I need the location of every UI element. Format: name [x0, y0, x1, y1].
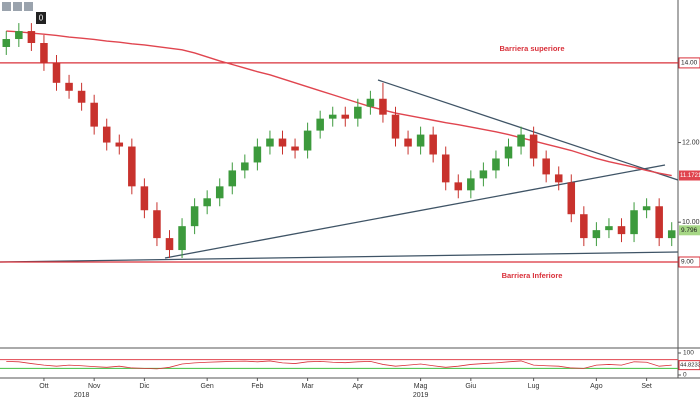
barrier-name: Barriera superiore — [499, 44, 564, 53]
rsi-tick-label: 100 — [683, 350, 694, 357]
x-tick-label: Lug — [528, 383, 540, 390]
candle-body — [642, 206, 651, 211]
candle-body — [567, 182, 576, 215]
candle-body — [140, 186, 149, 211]
candle-body — [253, 146, 262, 163]
candle-body — [341, 114, 350, 119]
barrier-tag-label: 14.00 — [681, 60, 698, 67]
candle-body — [241, 162, 249, 171]
x-tick-label: Feb — [251, 383, 263, 390]
x-tick-label: Mar — [302, 383, 315, 390]
candle-body — [542, 158, 550, 175]
candle-body — [278, 138, 287, 147]
last-price-tag — [679, 225, 700, 236]
candle-body — [291, 146, 299, 151]
tool-icon[interactable] — [2, 2, 11, 11]
candle-body — [128, 146, 136, 187]
candle-body — [354, 106, 362, 119]
x-tick-label: Ago — [590, 383, 603, 390]
candle-body — [655, 206, 663, 239]
candle-body — [630, 210, 638, 235]
barrier-tag — [678, 57, 700, 69]
candle-body — [2, 39, 11, 47]
candle-body — [316, 118, 324, 131]
candle-body — [52, 62, 61, 83]
year-label: 2019 — [413, 392, 429, 399]
toolbar: 0 — [2, 2, 46, 24]
last-price-label: 9.796 — [681, 227, 698, 234]
trendline — [164, 164, 666, 259]
ma-tag-label: 11.1721 — [680, 173, 700, 179]
x-tick-label: Nov — [88, 383, 101, 390]
barrier-tag — [678, 256, 700, 268]
x-tick-label: Ott — [39, 383, 48, 390]
barrier-name: Barriera Inferiore — [502, 271, 563, 280]
candle-body — [379, 98, 387, 115]
tool-icon[interactable] — [24, 2, 33, 11]
x-tick-label: Dic — [139, 383, 150, 390]
candle-body — [178, 226, 186, 251]
rsi-tag-label: 44.8233 — [680, 363, 700, 369]
x-tick-label: Giu — [465, 383, 476, 390]
candle-body — [366, 98, 375, 107]
candle-body — [617, 226, 626, 235]
candle-body — [215, 186, 224, 199]
candle-body — [266, 138, 274, 147]
tool-icon[interactable] — [13, 2, 22, 11]
x-tick-label: Gen — [201, 383, 214, 390]
candle-body — [328, 114, 337, 119]
candle-body — [454, 182, 463, 191]
candle-body — [441, 154, 450, 183]
candle-body — [479, 170, 488, 179]
candle-body — [504, 146, 513, 159]
candle-body — [115, 142, 124, 147]
x-tick-label: Apr — [352, 383, 364, 390]
candle-body — [391, 114, 400, 139]
x-tick-label: Set — [641, 383, 652, 390]
candle-body — [667, 230, 676, 239]
trendline — [0, 251, 679, 263]
candle-body — [27, 31, 36, 44]
candle-body — [416, 134, 425, 147]
rsi-line — [6, 360, 672, 370]
candle-body — [303, 130, 312, 151]
candle-body — [605, 226, 613, 231]
candle-body — [90, 102, 98, 127]
candle-body — [592, 230, 601, 239]
candle-body — [77, 90, 86, 103]
candle-body — [580, 214, 588, 239]
moving-average — [6, 30, 672, 177]
ma-tag — [679, 170, 700, 181]
candle-body — [153, 210, 161, 239]
candle-body — [190, 206, 199, 227]
candle-body — [492, 158, 500, 171]
tool-badge[interactable] — [36, 12, 46, 24]
candle-body — [404, 138, 412, 147]
candle-body — [554, 174, 563, 183]
x-tick-label: Mag — [414, 383, 428, 390]
candle-body — [529, 134, 538, 159]
candle-body — [517, 134, 525, 147]
trendline — [377, 79, 679, 181]
y-tick-label: 10.00 — [682, 219, 700, 226]
candle-body — [40, 43, 48, 63]
tool-badge-label: 0 — [39, 14, 44, 23]
candle-body — [102, 126, 111, 143]
candle-body — [165, 238, 174, 251]
year-label: 2018 — [74, 392, 90, 399]
candle-body — [15, 31, 23, 40]
candle-body — [228, 170, 237, 187]
candle-body — [65, 82, 73, 91]
rsi-tick-label: 0 — [683, 372, 687, 379]
candle-body — [203, 198, 211, 207]
candle-body — [467, 178, 475, 191]
rsi-tag — [678, 360, 700, 371]
barrier-tag-label: 9.00 — [681, 259, 694, 266]
y-tick-label: 12.00 — [682, 139, 700, 146]
candle-body — [429, 134, 437, 155]
